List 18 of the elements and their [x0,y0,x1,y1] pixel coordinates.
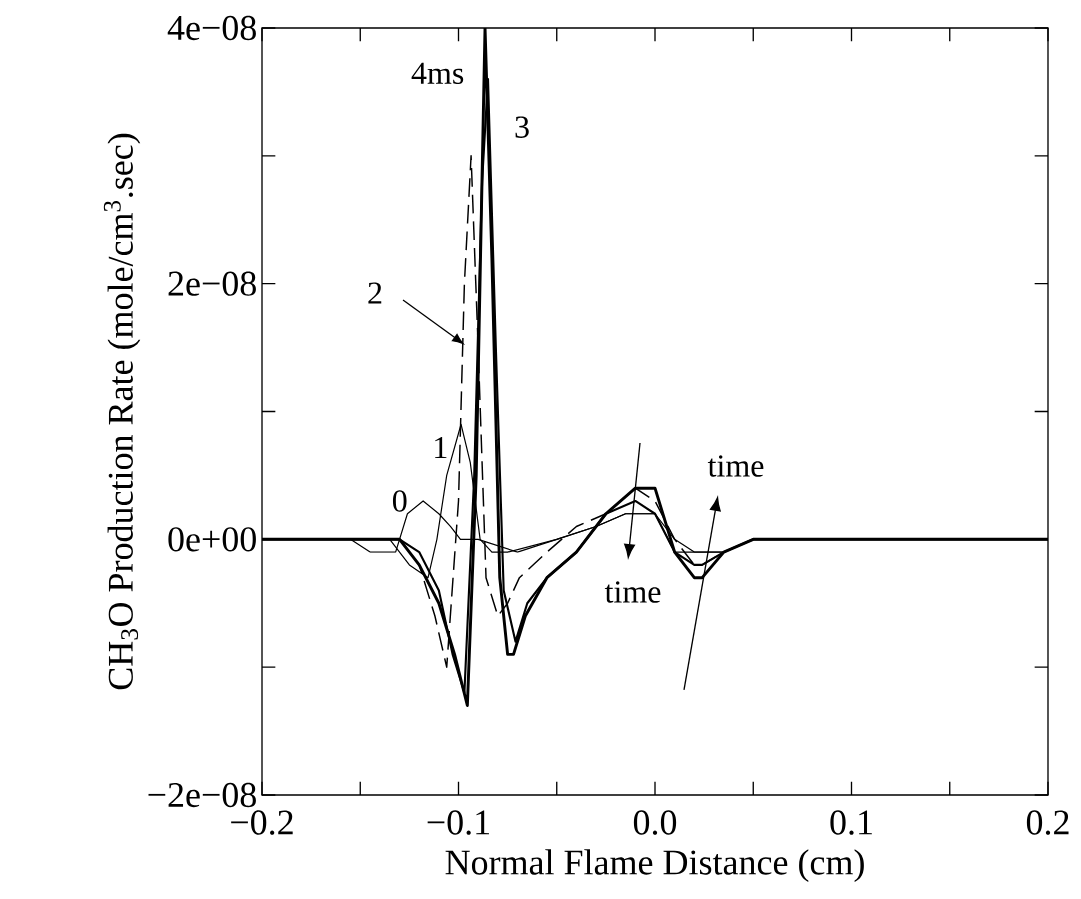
y-tick-label: 4e−08 [167,15,256,41]
x-tick-label: −0.2 [231,810,293,835]
series-label: 0 [392,490,407,512]
text: 2 [368,282,382,304]
annotation: time [604,581,661,603]
legend-label: 4ms [411,62,464,85]
y-tick-label: −2e−08 [148,782,256,808]
series-label: 3 [515,116,529,138]
x-tick-label: −0.1 [427,810,490,835]
x-tick-label: 0.2 [1026,810,1069,835]
x-tick-label: 0.0 [633,810,677,835]
x-tick-label: 0.1 [830,810,872,835]
y-tick-label: 0e+00 [168,527,256,552]
x-axis-title: Normal Flame Distance (cm) [445,849,864,882]
series-label: 1 [435,436,447,459]
y-axis-title: CH$_{3}$O Production Rate (mole/cm$^{3}$.sec) [103,133,141,690]
y-tick-label: 2e−08 [168,271,256,296]
annotation: time [707,455,764,477]
